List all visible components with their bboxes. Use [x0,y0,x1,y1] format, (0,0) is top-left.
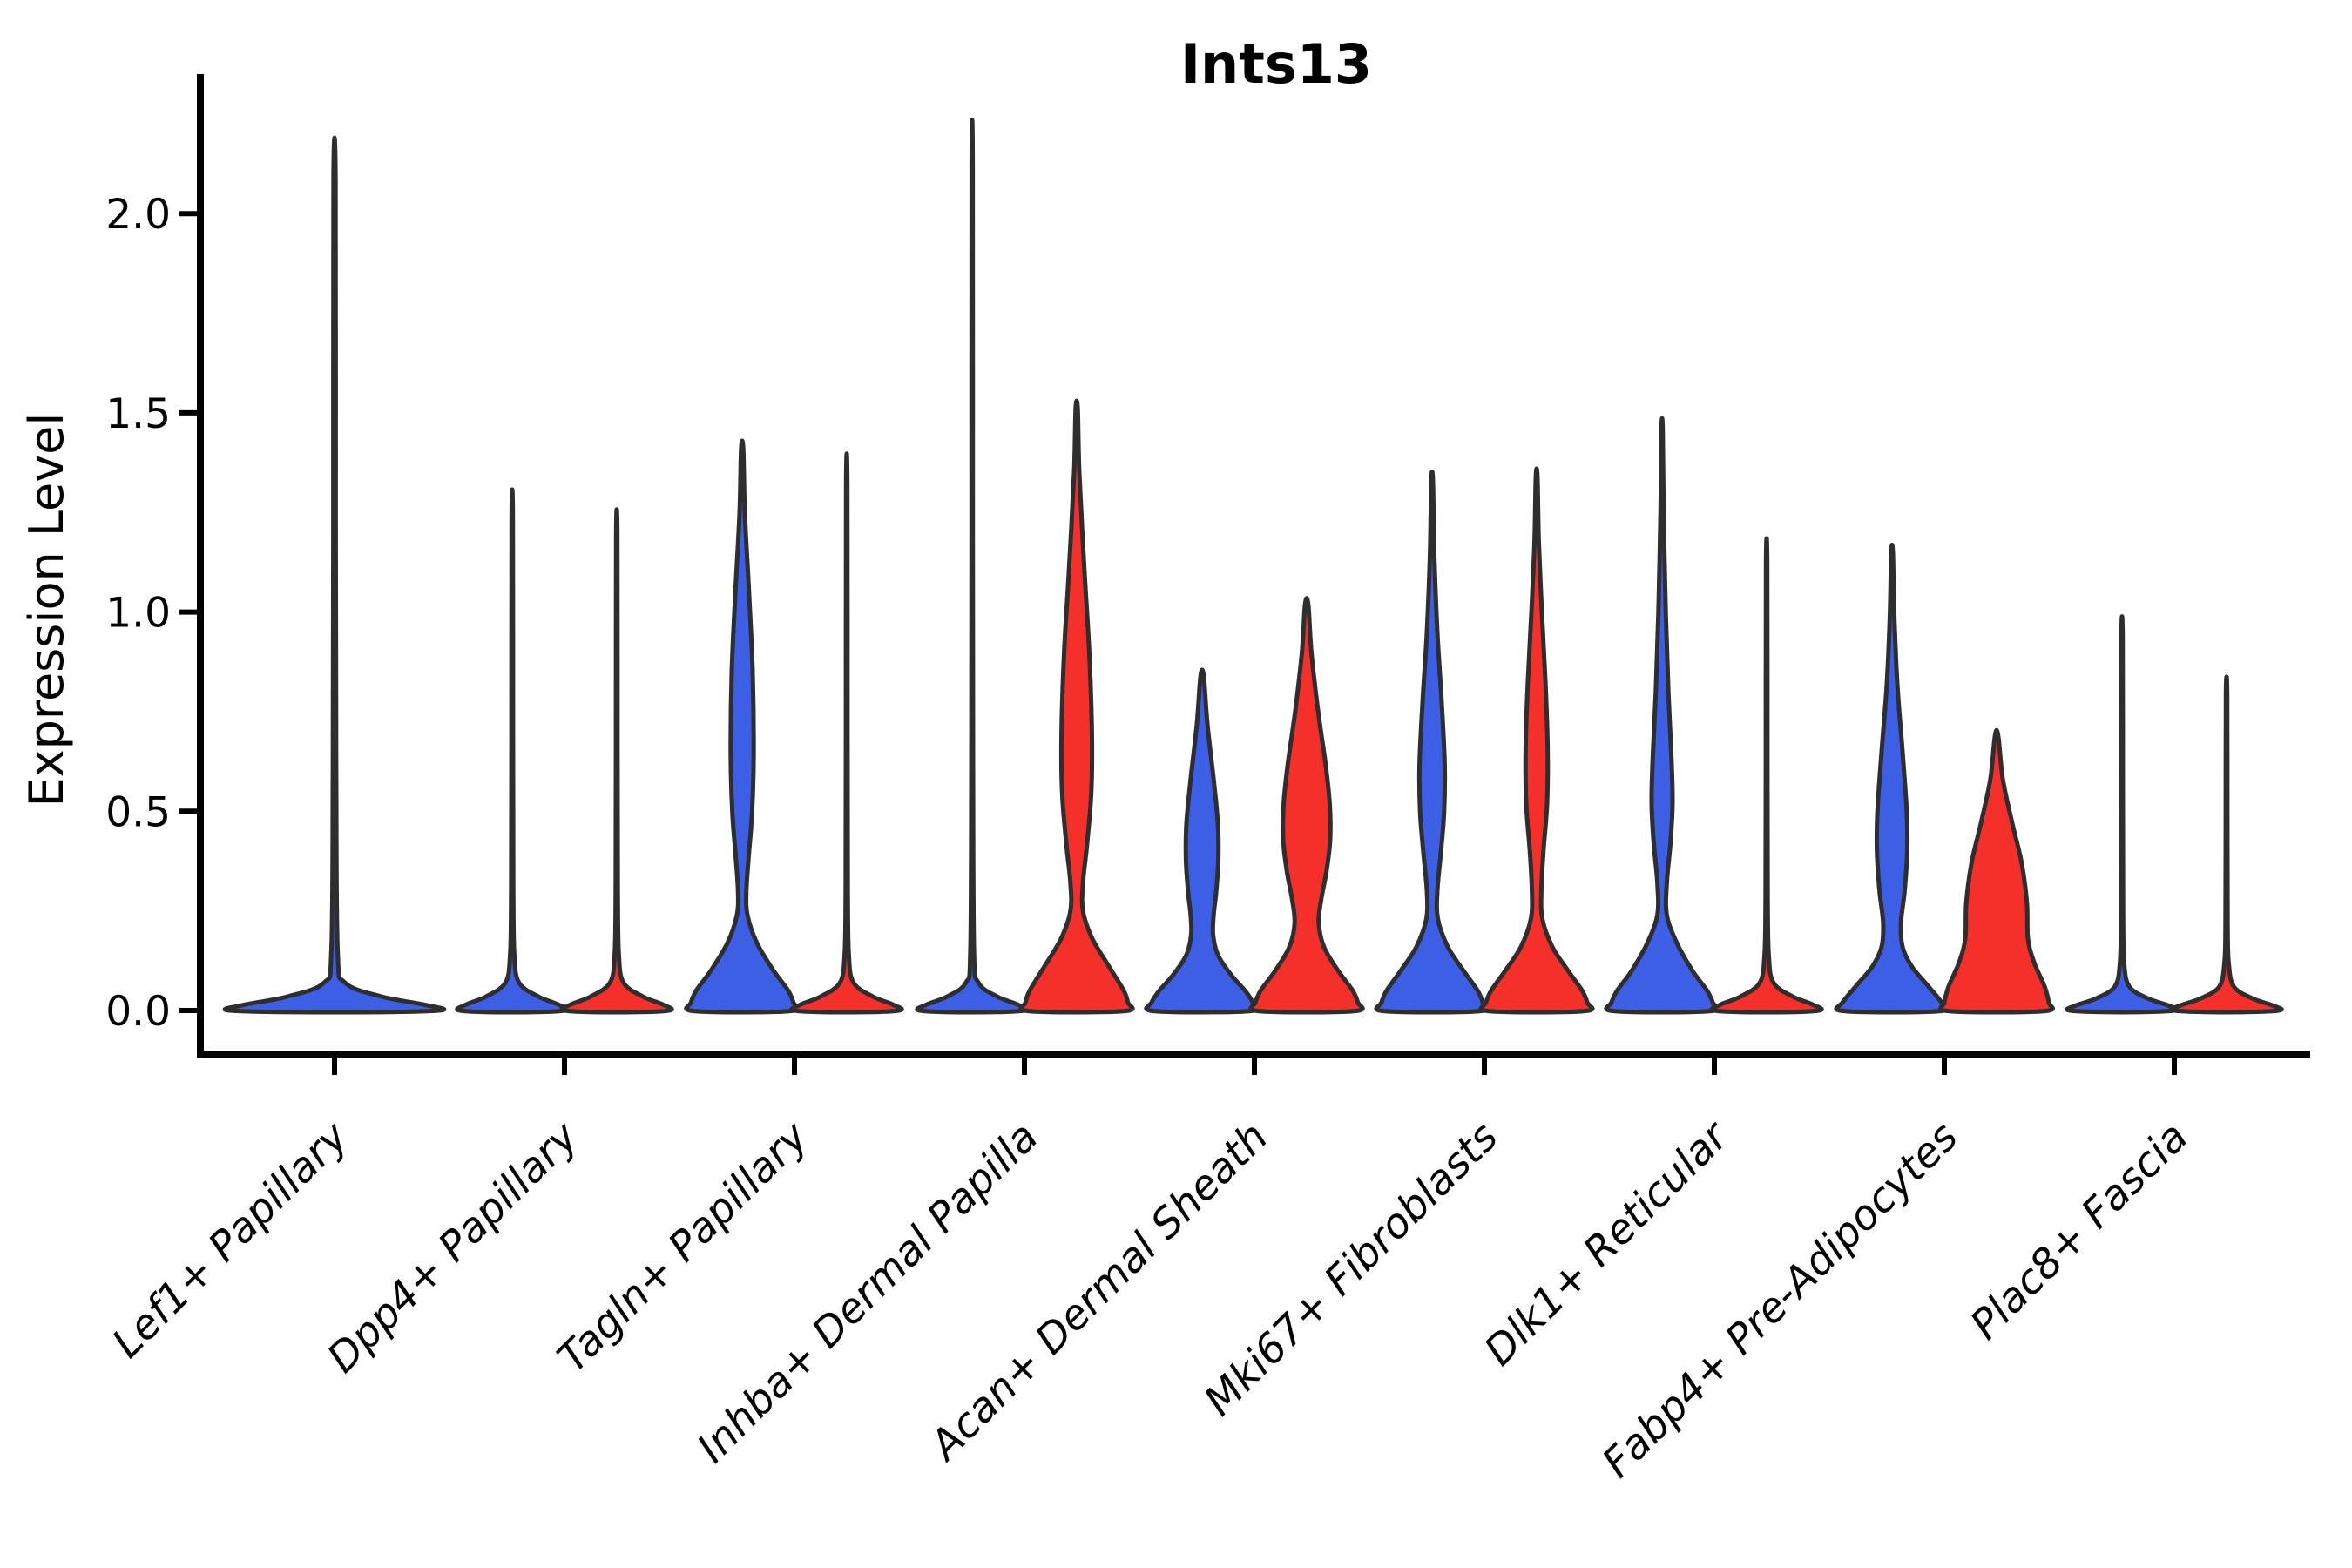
violin-shape-7-left [1834,542,1950,1015]
violin-shape-8-left [2065,614,2180,1015]
violin-shape-8-right [2169,674,2284,1015]
violin-shape-3-left [915,118,1030,1015]
x-tick-label: Plac8+ Fascia [1961,1113,2197,1349]
y-tick-label: 2.0 [105,191,171,239]
chart-title: Ints13 [1180,32,1372,96]
x-tick-label: Dlk1+ Reticular [1476,1112,1740,1375]
violin-shape-6-right [1709,536,1824,1015]
x-tick-label: Lef1+ Papillary [103,1112,358,1368]
violin-shape-5-right [1478,466,1595,1015]
violin-shape-0-single [222,135,447,1015]
violin-shape-1-right [559,507,674,1015]
violin-shape-2-left [684,438,801,1015]
y-tick-label: 1.5 [105,390,171,438]
y-tick-label: 0.5 [105,788,171,836]
violin-shape-6-left [1604,416,1720,1015]
y-axis-label: Expression Level [19,413,74,808]
violin-shape-3-right [1018,398,1135,1015]
violin-shape-7-right [1937,727,2056,1015]
violin-shape-2-right [789,451,904,1015]
y-tick-label: 1.0 [105,590,171,638]
violin-shape-5-left [1374,469,1490,1015]
x-tick-label: Tagln+ Papillary [549,1112,819,1382]
violins [222,118,2284,1015]
y-tick-label: 0.0 [105,988,171,1036]
x-tick-label: Dpp4+ Papillary [318,1112,588,1382]
violin-shape-1-left [455,487,570,1015]
violin-shape-4-right [1248,596,1365,1015]
violin-shape-4-left [1144,667,1260,1015]
